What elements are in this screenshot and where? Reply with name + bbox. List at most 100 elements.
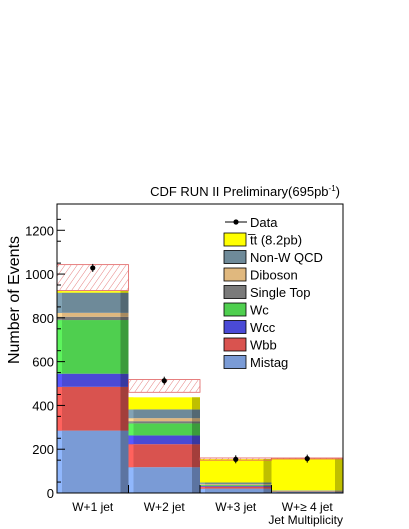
bar-segment-shadow: [192, 409, 200, 419]
bar-segment-shadow: [192, 435, 200, 445]
bar-segment-shadow: [120, 316, 129, 321]
x-tick-label: W+1 jet: [72, 500, 114, 514]
legend-item: Single Top: [223, 285, 310, 300]
bar-segment-highlight: [200, 484, 205, 485]
bar-segment: [271, 491, 343, 493]
bar-segment: [128, 435, 200, 445]
y-tick-label: 1200: [25, 223, 54, 238]
bar-segment-highlight: [200, 485, 205, 486]
bar-segment-highlight: [57, 320, 62, 374]
chart-title: CDF RUN II Preliminary(695pb-1): [150, 184, 340, 199]
bar-segment-shadow: [120, 291, 129, 293]
legend-label: Data: [250, 215, 278, 230]
x-axis-label: Jet Multiplicity: [268, 513, 343, 527]
bar-segment-highlight: [200, 488, 205, 493]
bar-segment-highlight: [200, 485, 205, 487]
legend: Data t̅t (8.2pb) Non-W QCD Diboson Single To…: [223, 215, 323, 370]
legend-item: Mistag: [223, 355, 288, 370]
legend-item: Diboson: [223, 267, 298, 283]
bar-segment: [57, 430, 129, 493]
legend-item-data: Data: [225, 215, 278, 230]
bar-segment-highlight: [200, 459, 205, 483]
legend-swatch: [223, 250, 247, 264]
bar-segment: [57, 316, 129, 321]
legend-label: Diboson: [250, 268, 298, 283]
bar-segment-shadow: [263, 482, 272, 485]
data-point: [233, 456, 239, 462]
legend-label: Mistag: [250, 355, 288, 370]
legend-label: Wc: [250, 303, 269, 318]
bar-segment: [200, 485, 272, 487]
bar-segment-highlight: [271, 491, 277, 493]
plot-area: 0 200 400 600 800 1000 1200 W+1 jet W+2 jet W+3 …: [25, 203, 344, 514]
bar-segment: [128, 423, 200, 436]
bar-segment: [271, 458, 343, 491]
y-tick-label: 200: [32, 442, 54, 457]
bar-segment-highlight: [57, 316, 62, 321]
bar-segment-shadow: [120, 386, 129, 431]
bar-segment-shadow: [192, 467, 200, 493]
y-tick-label: 800: [32, 311, 54, 326]
bar-segment-highlight: [57, 291, 62, 293]
bar-segment-shadow: [263, 486, 272, 489]
legend-label: t̅t (8.2pb): [248, 233, 302, 248]
bar-segment-highlight: [200, 486, 205, 489]
bar-segment-shadow: [120, 292, 129, 313]
legend-item: Wc: [223, 302, 269, 318]
bar-segment-highlight: [57, 430, 62, 493]
bar-segment-shadow: [335, 491, 343, 493]
bar-segment-highlight: [128, 397, 134, 410]
bar-segment-highlight: [128, 421, 134, 424]
bar-segment: [128, 397, 200, 410]
bar-segment: [57, 386, 129, 431]
bar-segment-shadow: [263, 485, 272, 486]
bar-segment-shadow: [192, 423, 200, 436]
legend-swatch: [223, 302, 247, 317]
bar-segment: [200, 485, 272, 486]
data-point: [161, 378, 167, 384]
bar-segment-shadow: [192, 421, 200, 424]
y-axis: 0 200 400 600 800 1000 1200: [25, 218, 65, 501]
bar-segment-shadow: [192, 418, 200, 422]
bar-segment-highlight: [271, 458, 277, 491]
bar-segment-highlight: [200, 482, 205, 485]
bar-segment-highlight: [57, 373, 62, 387]
bar-segment: [57, 320, 129, 374]
legend-swatch: [223, 267, 247, 282]
legend-swatch: [223, 320, 247, 334]
bar-segment-highlight: [57, 386, 62, 431]
x-axis: W+1 jet W+2 jet W+3 jet W+≥ 4 jet: [72, 485, 333, 514]
bar-segment-shadow: [120, 312, 129, 317]
bar-segment: [57, 312, 129, 317]
bar-segment-shadow: [263, 485, 272, 487]
bar-segment-shadow: [192, 444, 200, 468]
bar-segment-highlight: [128, 418, 134, 422]
bar-segment: [200, 486, 272, 489]
bar-segment-shadow: [120, 373, 129, 387]
legend-item: Non-W QCD: [223, 250, 323, 265]
data-point: [90, 265, 96, 271]
bar-segment: [200, 488, 272, 493]
bar-segment-highlight: [57, 312, 62, 317]
bar-segment-highlight: [128, 409, 134, 419]
bar-segment: [57, 292, 129, 313]
y-tick-label: 400: [32, 398, 54, 413]
bar-segment: [200, 459, 272, 483]
bar-segment-shadow: [120, 430, 129, 493]
legend-label: Wbb: [250, 338, 277, 353]
bar-segment-shadow: [192, 397, 200, 410]
bar-segment-shadow: [263, 488, 272, 493]
bar-segment: [57, 291, 129, 293]
x-tick-label: W+≥ 4 jet: [282, 500, 334, 514]
legend-label: Wcc: [250, 320, 276, 335]
bar-segment: [128, 444, 200, 468]
y-tick-label: 600: [32, 355, 54, 370]
legend-swatch: [223, 232, 247, 247]
bar-segment-highlight: [57, 292, 62, 313]
data-point: [304, 456, 310, 462]
bar-segment-shadow: [335, 458, 343, 491]
bar-segment: [200, 482, 272, 485]
bar-segment-highlight: [128, 423, 134, 436]
bar-segment: [128, 467, 200, 493]
bar-segment: [128, 421, 200, 424]
